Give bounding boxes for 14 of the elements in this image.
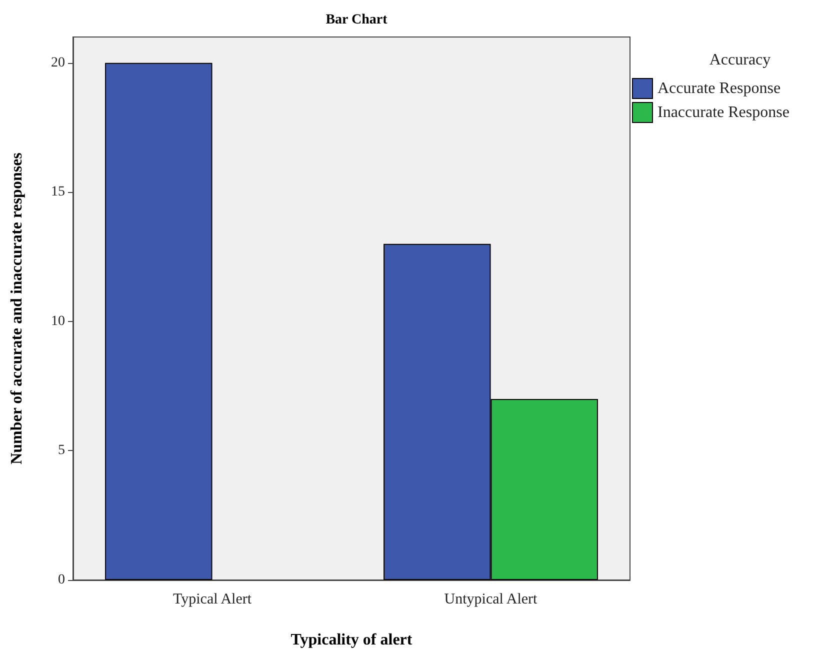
- legend-label: Inaccurate Response: [658, 104, 790, 121]
- legend-title: Accuracy: [709, 52, 771, 68]
- y-axis-title: Number of accurate and inaccurate responses: [8, 152, 26, 464]
- x-axis-title: Typicality of alert: [290, 632, 413, 648]
- y-tick-label: 0: [58, 572, 65, 588]
- x-tick-label: Untypical Alert: [444, 592, 538, 608]
- chart-title: Bar Chart: [326, 12, 388, 28]
- y-tick-label: 10: [51, 314, 65, 329]
- y-tick-label: 15: [51, 184, 65, 200]
- y-tick-label: 5: [58, 443, 65, 458]
- bar: [105, 62, 212, 580]
- x-tick-label: Typical Alert: [172, 592, 252, 608]
- legend-label: Accurate Response: [658, 80, 781, 97]
- y-tick-label: 20: [51, 55, 65, 70]
